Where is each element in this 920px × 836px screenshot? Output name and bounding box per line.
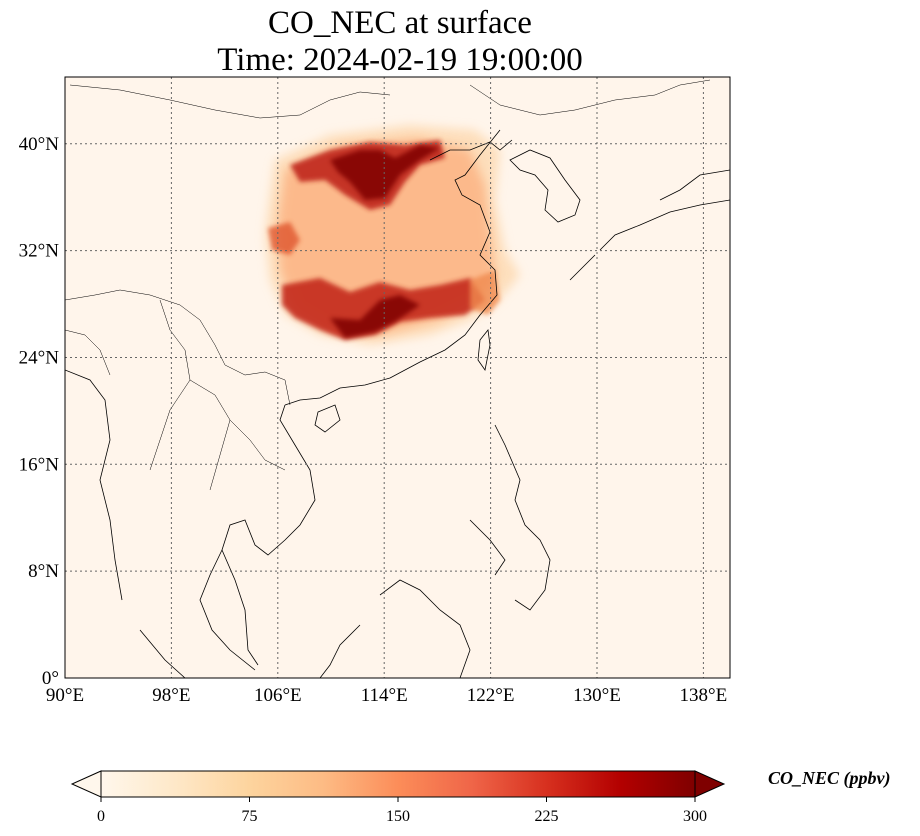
indochina-coastline <box>221 404 316 666</box>
colorbar-extend-high <box>694 770 726 798</box>
colorbar-extend-low <box>70 770 102 798</box>
colorbar-label: CO_NEC (ppbv) <box>768 768 891 788</box>
axis-ticks: 90°E 98°E 106°E 114°E 122°E 130°E 138°E 0° 8°N 16… <box>19 134 728 706</box>
lon-tick-label: 130°E <box>573 685 621 706</box>
lon-tick-label: 98°E <box>152 685 190 706</box>
plume-coastal-tail <box>470 270 500 315</box>
map-frame: 90°E 98°E 106°E 114°E 122°E 130°E 138°E 0° 8°N 16… <box>19 76 731 706</box>
gridlines <box>65 77 730 678</box>
lat-tick-label: 24°N <box>19 347 60 368</box>
northern-borders <box>69 79 711 119</box>
plot-title: CO_NEC at surface <box>268 5 532 41</box>
lat-tick-label: 32°N <box>19 241 60 262</box>
bohai-coast <box>429 139 513 161</box>
japan-coastline <box>569 169 730 281</box>
sumatra-coastline <box>139 629 186 678</box>
lon-tick-label: 106°E <box>254 685 302 706</box>
china-coastline <box>284 129 501 406</box>
lat-tick-label: 8°N <box>28 561 59 582</box>
colorbar-tick-label: 225 <box>535 808 559 825</box>
lat-tick-label: 16°N <box>19 454 60 475</box>
map-border <box>64 76 731 679</box>
coastlines-borders <box>65 79 730 678</box>
colorbar-tick-label: 150 <box>386 808 410 825</box>
lon-tick-label: 122°E <box>467 685 515 706</box>
philippines-coastline <box>469 424 551 611</box>
korea-coastline <box>509 149 581 223</box>
colorbar-tick-label: 75 <box>242 808 258 825</box>
plume-west-lobe <box>268 222 300 255</box>
lon-tick-label: 138°E <box>680 685 728 706</box>
colorbar: 0 75 150 225 300 <box>70 770 726 825</box>
land-borders <box>65 289 291 491</box>
plume-north-core <box>330 145 440 200</box>
colorbar-fill <box>101 771 695 797</box>
lon-tick-label: 90°E <box>46 685 84 706</box>
lon-tick-label: 114°E <box>361 685 408 706</box>
plume-south-core <box>330 295 420 338</box>
hainan-coastline <box>314 404 341 433</box>
lat-tick-label: 40°N <box>19 134 60 155</box>
taiwan-coastline <box>477 329 491 371</box>
plot-time: Time: 2024-02-19 19:00:00 <box>217 42 583 78</box>
myanmar-coast <box>65 369 123 601</box>
borneo-coastline <box>319 579 471 678</box>
lat-tick-label: 0° <box>42 668 59 689</box>
colorbar-tick-label: 0 <box>97 808 105 825</box>
colorbar-tick-label: 300 <box>683 808 707 825</box>
co-concentration-field <box>265 125 520 345</box>
